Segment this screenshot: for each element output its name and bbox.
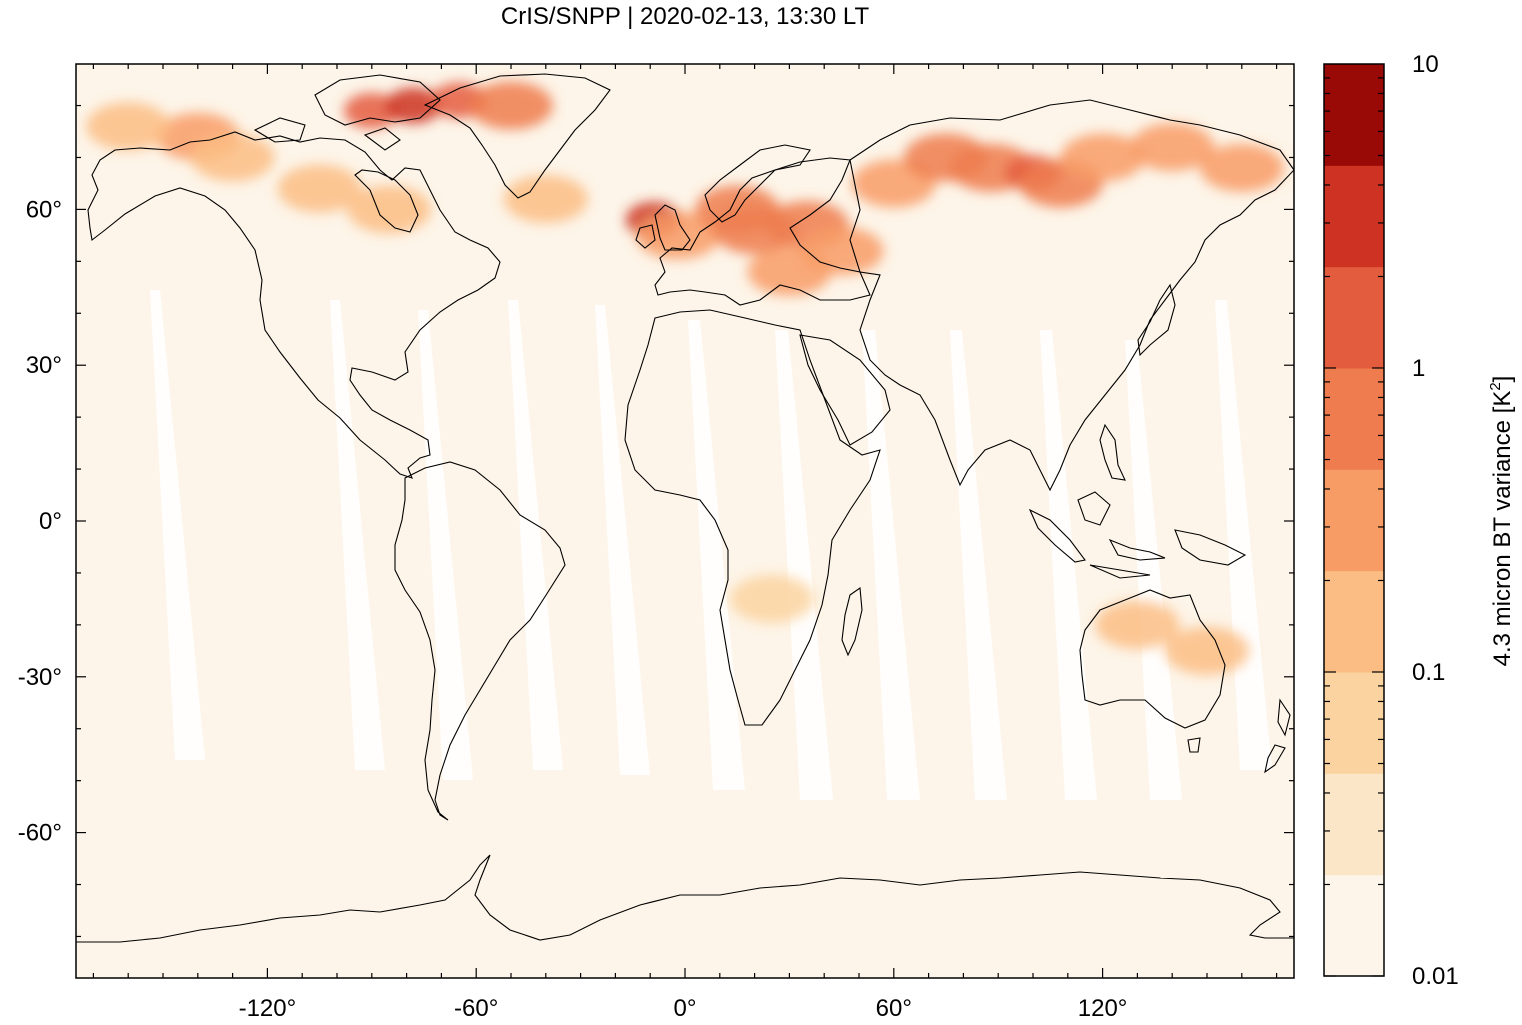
data-gap-swath [418, 310, 473, 780]
colorbar-title-text: 4.3 micron BT variance [K [1489, 391, 1516, 667]
variance-region [277, 164, 362, 213]
lon-tick-label: 60° [876, 995, 912, 1020]
colorbar-segment [1324, 368, 1384, 470]
colorbar-segment [1324, 570, 1384, 673]
colorbar-segment [1324, 672, 1384, 774]
data-gap-swath [775, 330, 833, 800]
coastline-antarctica [76, 854, 1294, 943]
coastline-south-america [394, 461, 566, 821]
coastline-scandinavia [704, 144, 811, 223]
data-gap-swath [330, 300, 385, 770]
lon-tick-label: -120° [239, 995, 297, 1020]
lon-tick-label: 120° [1078, 995, 1128, 1020]
map-background [76, 64, 1294, 978]
coastline-tasmania [1187, 737, 1201, 753]
coastline-greenland [423, 73, 611, 199]
coastline-british-isles [635, 204, 691, 251]
variance-region [1095, 600, 1180, 649]
coastlines [76, 73, 1294, 943]
variance-region [86, 102, 171, 151]
variance-field [86, 81, 1284, 675]
map-area [76, 64, 1294, 978]
colorbar-segment [1324, 773, 1384, 876]
coastline-arabia [799, 334, 891, 446]
colorbar-frame [1323, 63, 1385, 977]
coastline-philippines [1099, 423, 1126, 481]
coastline-asia [849, 99, 1294, 492]
coastline-madagascar [841, 587, 863, 657]
colorbar-title-superscript: 2 [1487, 382, 1504, 390]
data-gap-swath [1215, 300, 1272, 770]
variance-region [503, 175, 588, 224]
colorbar-segment [1324, 469, 1384, 572]
coastline-europe [654, 157, 871, 306]
lat-tick-label: 0° [39, 508, 62, 535]
colorbar: 10 1 0.1 0.01 [1323, 51, 1459, 990]
colorbar-tick-label: 0.1 [1412, 659, 1445, 686]
coastline-indonesia [1028, 491, 1247, 579]
map-title: CrIS/SNPP | 2020-02-13, 13:30 LT [501, 3, 870, 30]
coastline-arctic-islands [253, 74, 441, 151]
colorbar-title: 4.3 micron BT variance [K2] [1487, 376, 1516, 667]
coastline-new-zealand [1264, 698, 1291, 774]
data-gap-swath [595, 305, 650, 775]
variance-region [1060, 133, 1145, 182]
variance-region [1199, 143, 1284, 192]
variance-region [343, 92, 400, 129]
variance-region [347, 185, 432, 234]
variance-region [190, 133, 275, 182]
lon-tick-label: 0° [674, 995, 697, 1020]
colorbar-tick-label: 0.01 [1412, 963, 1459, 990]
variance-region [385, 87, 442, 124]
data-gap-swath [862, 330, 920, 800]
variance-region [1165, 626, 1249, 675]
colorbar-segment [1324, 874, 1384, 977]
colorbar-tick-label: 1 [1412, 355, 1425, 382]
variance-region [469, 81, 553, 130]
variance-region [1130, 123, 1215, 172]
colorbar-segment [1324, 64, 1384, 166]
data-gap-swath [1125, 340, 1182, 800]
lat-tick-label: 60° [26, 196, 62, 223]
longitude-ticks: -120° -60° 0° 60° 120° [92, 64, 1278, 1022]
coastline-north-america [87, 131, 501, 479]
data-gap-swath [150, 290, 205, 760]
colorbar-segment [1324, 266, 1384, 369]
data-gap-swath [508, 300, 563, 770]
lat-tick-label: 30° [26, 352, 62, 379]
variance-region [799, 226, 884, 275]
colorbar-tick-label: 10 [1412, 51, 1439, 78]
colorbar-title-suffix: ] [1489, 376, 1516, 383]
coastline-hudson-bay [354, 169, 419, 233]
data-gap-swath [950, 330, 1007, 800]
variance-region [730, 574, 814, 623]
coastline-japan [1137, 283, 1176, 357]
coastline-africa [624, 309, 881, 726]
colorbar-segment [1324, 165, 1384, 268]
lat-tick-label: -30° [18, 664, 62, 691]
coastline-australia [1079, 589, 1226, 729]
lon-tick-label: -60° [454, 995, 498, 1020]
latitude-ticks: 60° 30° 0° -30° -60° [18, 104, 1294, 938]
lat-tick-label: -60° [18, 820, 62, 847]
